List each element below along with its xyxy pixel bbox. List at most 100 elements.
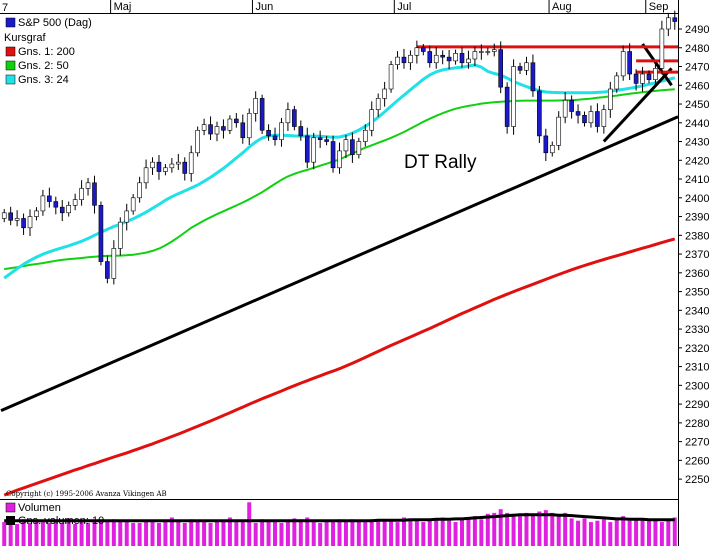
volume-bar-47 — [305, 517, 310, 546]
y-tick-label-18: 2430 — [685, 137, 709, 149]
legend-swatch-series — [5, 17, 16, 28]
candle-body-11 — [72, 199, 78, 206]
volume-bar-92 — [595, 520, 600, 546]
volume-bar-9 — [60, 523, 65, 546]
volume-bar-102 — [659, 522, 664, 546]
candle-body-43 — [279, 122, 284, 140]
volume-bar-42 — [273, 522, 278, 546]
volume-bar-67 — [434, 519, 439, 546]
volume-bar-2 — [15, 523, 20, 546]
candle-body-42 — [272, 135, 278, 140]
volume-bar-63 — [408, 520, 413, 546]
candle-body-61 — [395, 56, 400, 65]
volume-bar-45 — [292, 518, 297, 546]
candle-body-24 — [156, 161, 162, 172]
y-tick-label-14: 2390 — [685, 212, 709, 224]
candle-body-87 — [562, 99, 568, 118]
candle-body-40 — [259, 98, 265, 131]
candle-body-91 — [588, 111, 594, 124]
candle-body-2 — [14, 218, 20, 221]
volume-bar-33 — [214, 520, 219, 546]
volume-bar-49 — [318, 523, 323, 546]
candle-body-71 — [459, 53, 465, 64]
candle-body-15 — [98, 204, 104, 262]
copyright-text: Copyright (c) 1995-2006 Avanza Vikingen … — [6, 490, 167, 498]
trendline-0 — [0, 115, 679, 413]
candle-body-44 — [285, 109, 291, 124]
volume-bar-5 — [34, 520, 39, 546]
candle-body-83 — [537, 90, 542, 137]
candle-body-82 — [530, 62, 536, 92]
candle-body-67 — [433, 54, 439, 64]
annotation-dt-rally: DT Rally — [404, 152, 477, 173]
candle-body-93 — [601, 109, 607, 127]
y-tick-label-4: 2290 — [685, 399, 709, 411]
volume-bar-31 — [202, 522, 207, 546]
candle-body-55 — [356, 141, 362, 155]
candle-body-81 — [524, 62, 529, 71]
legend-swatch-volume — [5, 502, 16, 513]
volume-bar-61 — [395, 522, 400, 546]
volume-bar-25 — [163, 520, 168, 546]
candle-body-89 — [575, 111, 581, 116]
volume-bar-39 — [253, 523, 258, 546]
volume-bar-65 — [421, 522, 426, 546]
legend-ma2: Gns. 2: 50 — [18, 60, 69, 72]
candle-body-101 — [653, 68, 658, 80]
trendline-2 — [641, 43, 673, 87]
volume-bar-90 — [582, 518, 587, 546]
volume-bar-16 — [105, 520, 110, 546]
trendline-1 — [602, 67, 673, 143]
candle-body-35 — [227, 118, 233, 131]
volume-bar-4 — [28, 523, 33, 546]
volume-bar-88 — [569, 518, 574, 546]
y-tick-label-13: 2380 — [685, 230, 709, 242]
y-tick-label-2: 2270 — [685, 437, 709, 449]
legend: S&P 500 (Dag) Kursgraf Gns. 1: 200 Gns. … — [4, 17, 92, 86]
candle-body-14 — [92, 182, 97, 206]
candle-body-102 — [659, 28, 665, 69]
volume-bar-86 — [556, 514, 561, 546]
volume-bar-57 — [369, 519, 374, 546]
candle-body-97 — [627, 51, 632, 75]
volume-bar-50 — [324, 522, 329, 546]
candle-body-16 — [105, 261, 110, 279]
month-label-2: Jul — [397, 1, 411, 13]
volume-bar-1 — [8, 524, 13, 546]
y-tick-label-1: 2260 — [685, 455, 709, 467]
volume-bar-44 — [285, 520, 290, 546]
volume-bar-98 — [634, 519, 639, 546]
volume-bar-55 — [356, 520, 361, 546]
candle-body-52 — [337, 150, 342, 169]
volume-bar-27 — [176, 520, 181, 546]
candle-body-100 — [646, 73, 652, 80]
candle-body-47 — [304, 135, 310, 163]
volume-bar-84 — [543, 510, 548, 546]
volume-bar-11 — [73, 523, 78, 546]
candle-body-68 — [440, 54, 445, 58]
y-tick-label-0: 2250 — [685, 474, 709, 486]
volume-bar-74 — [479, 519, 484, 546]
candle-body-62 — [401, 56, 407, 64]
candle-body-19 — [124, 210, 130, 223]
candle-body-96 — [620, 51, 626, 77]
candle-body-56 — [362, 129, 368, 142]
candle-body-3 — [21, 218, 26, 229]
volume-bar-66 — [427, 520, 432, 546]
volume-bar-6 — [40, 522, 45, 546]
candle-body-79 — [511, 66, 516, 127]
candle-body-58 — [375, 98, 381, 110]
candle-body-60 — [388, 64, 394, 90]
volume-bar-51 — [331, 520, 336, 546]
volume-bar-36 — [234, 522, 239, 546]
volume-bar-60 — [389, 520, 394, 546]
candle-body-46 — [298, 126, 304, 137]
candle-body-54 — [350, 139, 355, 155]
grid — [110, 0, 647, 13]
volume-bar-13 — [86, 523, 91, 546]
month-label-4: Sep — [649, 1, 669, 13]
volume-bar-14 — [92, 520, 97, 546]
volume-bar-94 — [608, 522, 613, 546]
